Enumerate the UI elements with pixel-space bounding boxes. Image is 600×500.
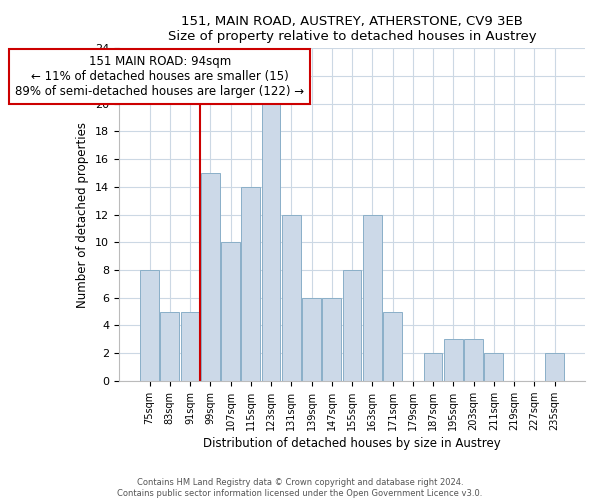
Bar [201, 173, 220, 381]
Bar [484, 353, 503, 381]
Bar [322, 298, 341, 381]
Title: 151, MAIN ROAD, AUSTREY, ATHERSTONE, CV9 3EB
Size of property relative to detach: 151, MAIN ROAD, AUSTREY, ATHERSTONE, CV9… [168, 15, 536, 43]
Bar [302, 298, 321, 381]
Bar [545, 353, 564, 381]
Bar [383, 312, 402, 381]
Bar [464, 340, 483, 381]
Bar [181, 312, 199, 381]
X-axis label: Distribution of detached houses by size in Austrey: Distribution of detached houses by size … [203, 437, 501, 450]
Y-axis label: Number of detached properties: Number of detached properties [76, 122, 89, 308]
Bar [444, 340, 463, 381]
Text: 151 MAIN ROAD: 94sqm
← 11% of detached houses are smaller (15)
89% of semi-detac: 151 MAIN ROAD: 94sqm ← 11% of detached h… [15, 56, 304, 98]
Bar [282, 214, 301, 381]
Bar [140, 270, 159, 381]
Bar [160, 312, 179, 381]
Bar [241, 187, 260, 381]
Bar [221, 242, 240, 381]
Bar [262, 104, 280, 381]
Bar [424, 353, 442, 381]
Bar [343, 270, 361, 381]
Text: Contains HM Land Registry data © Crown copyright and database right 2024.
Contai: Contains HM Land Registry data © Crown c… [118, 478, 482, 498]
Bar [363, 214, 382, 381]
